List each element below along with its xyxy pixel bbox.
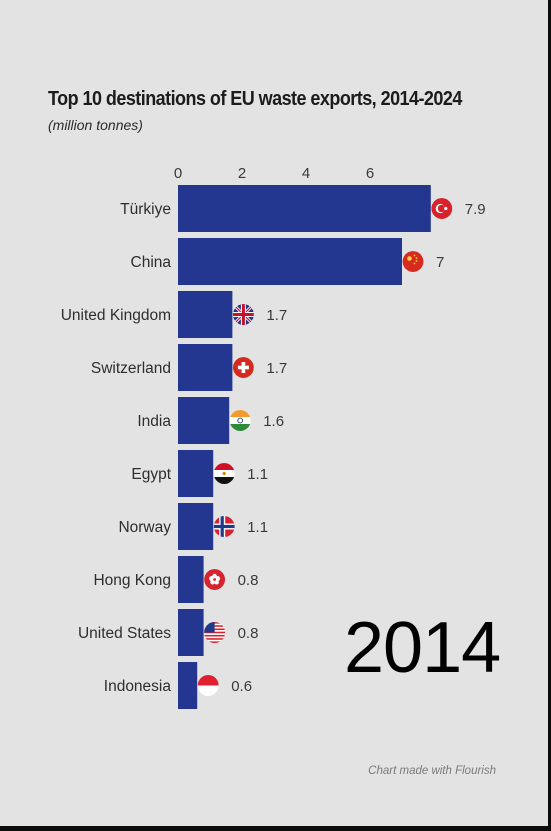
category-label: Türkiye (120, 201, 171, 218)
value-label: 1.7 (266, 307, 287, 324)
bar (178, 556, 204, 603)
norway-flag-icon (213, 516, 235, 537)
category-label: Norway (118, 519, 171, 536)
year-label: 2014 (344, 608, 501, 688)
bar (178, 291, 233, 338)
bar (178, 662, 198, 709)
value-label: 1.1 (247, 519, 268, 536)
value-label: 1.7 (266, 360, 287, 377)
uk-flag-icon (232, 304, 254, 325)
chart-credit: Chart made with Flourish (368, 765, 496, 777)
x-tick-label: 2 (238, 165, 246, 182)
turkey-flag-icon (431, 198, 453, 219)
value-label: 0.6 (231, 678, 252, 695)
category-label: United Kingdom (61, 307, 171, 324)
usa-flag-icon (204, 622, 226, 643)
category-label: United States (78, 625, 171, 642)
value-label: 0.8 (238, 572, 259, 589)
bar (178, 397, 230, 444)
bar (178, 344, 233, 391)
x-tick-label: 4 (302, 165, 310, 182)
bar (178, 238, 402, 285)
category-label: Hong Kong (93, 572, 171, 589)
value-label: 1.6 (263, 413, 284, 430)
value-label: 0.8 (238, 625, 259, 642)
bar (178, 503, 214, 550)
switzerland-flag-icon (232, 357, 254, 378)
x-tick-label: 0 (174, 165, 182, 182)
indonesia-flag-icon (197, 675, 219, 696)
category-label: Egypt (131, 466, 171, 483)
chart-title: Top 10 destinations of EU waste exports,… (48, 88, 462, 110)
chart-subtitle: (million tonnes) (48, 117, 143, 133)
x-tick-label: 6 (366, 165, 374, 182)
category-label: China (131, 254, 172, 271)
egypt-flag-icon (213, 463, 235, 484)
value-label: 7.9 (465, 201, 486, 218)
bar (178, 609, 204, 656)
china-flag-icon (402, 251, 424, 272)
bar (178, 450, 214, 497)
category-label: Indonesia (104, 678, 172, 695)
hong-kong-flag-icon (204, 569, 226, 590)
value-label: 7 (436, 254, 444, 271)
bar (178, 185, 431, 232)
india-flag-icon (229, 410, 251, 431)
category-label: India (137, 413, 171, 430)
value-label: 1.1 (247, 466, 268, 483)
category-label: Switzerland (91, 360, 171, 377)
